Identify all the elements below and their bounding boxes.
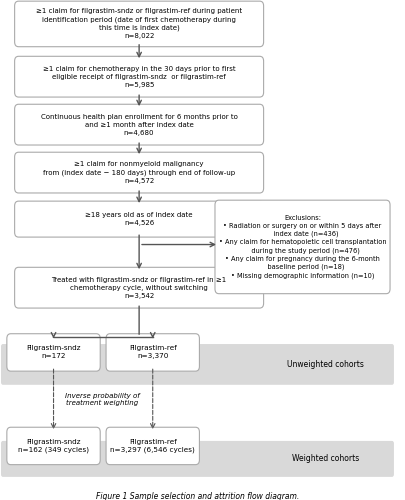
FancyBboxPatch shape <box>1 441 394 477</box>
Text: Filgrastim-ref
n=3,370: Filgrastim-ref n=3,370 <box>129 346 177 360</box>
FancyBboxPatch shape <box>1 344 394 385</box>
Text: Exclusions:
• Radiation or surgery on or within 5 days after
   index date (n=43: Exclusions: • Radiation or surgery on or… <box>219 215 386 279</box>
FancyBboxPatch shape <box>15 268 264 308</box>
FancyBboxPatch shape <box>15 56 264 97</box>
FancyBboxPatch shape <box>106 427 199 465</box>
FancyBboxPatch shape <box>7 334 100 371</box>
Text: Inverse probability of
treatment weighting: Inverse probability of treatment weighti… <box>65 392 140 406</box>
FancyBboxPatch shape <box>15 201 264 237</box>
Text: Figure 1 Sample selection and attrition flow diagram.: Figure 1 Sample selection and attrition … <box>96 492 299 500</box>
Text: ≥1 claim for chemotherapy in the 30 days prior to first
eligible receipt of filg: ≥1 claim for chemotherapy in the 30 days… <box>43 66 235 88</box>
Text: Unweighted cohorts: Unweighted cohorts <box>288 360 364 369</box>
FancyBboxPatch shape <box>106 334 199 371</box>
Text: Filgrastim-sndz
n=162 (349 cycles): Filgrastim-sndz n=162 (349 cycles) <box>18 438 89 453</box>
Text: Filgrastim-sndz
n=172: Filgrastim-sndz n=172 <box>26 346 81 360</box>
Text: ≥1 claim for filgrastim-sndz or filgrastim-ref during patient
identification per: ≥1 claim for filgrastim-sndz or filgrast… <box>36 8 242 40</box>
Text: ≥18 years old as of index date
n=4,526: ≥18 years old as of index date n=4,526 <box>85 212 193 226</box>
FancyBboxPatch shape <box>15 104 264 145</box>
Text: Continuous health plan enrollment for 6 months prior to
and ≥1 month after index: Continuous health plan enrollment for 6 … <box>40 114 238 136</box>
Text: Treated with filgrastim-sndz or filgrastim-ref in ≥1
chemotherapy cycle, without: Treated with filgrastim-sndz or filgrast… <box>51 276 227 298</box>
FancyBboxPatch shape <box>215 200 390 294</box>
Text: ≥1 claim for nonmyeloid malignancy
from (index date − 180 days) through end of f: ≥1 claim for nonmyeloid malignancy from … <box>43 162 235 184</box>
FancyBboxPatch shape <box>7 427 100 465</box>
Text: Filgrastim-ref
n=3,297 (6,546 cycles): Filgrastim-ref n=3,297 (6,546 cycles) <box>110 438 195 453</box>
FancyBboxPatch shape <box>15 1 264 46</box>
FancyBboxPatch shape <box>15 152 264 193</box>
Text: Weighted cohorts: Weighted cohorts <box>292 454 360 464</box>
